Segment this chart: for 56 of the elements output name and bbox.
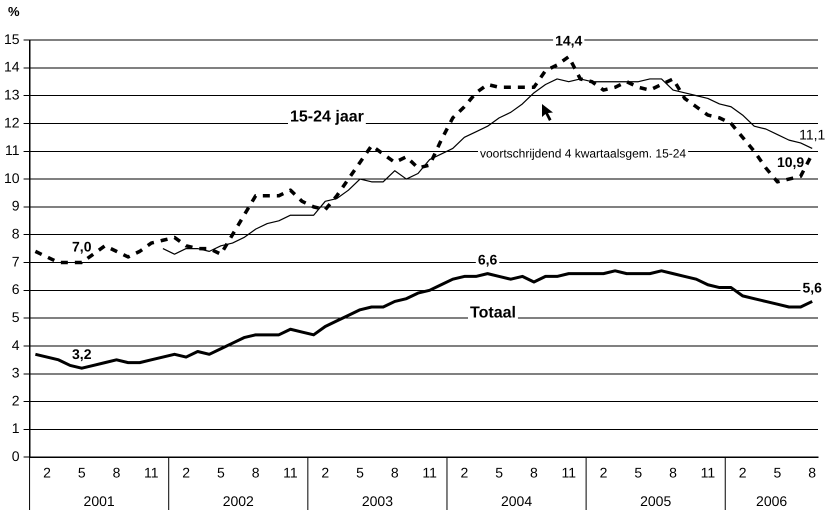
text: 2006 — [756, 493, 788, 510]
x-tick-label: 2 — [43, 464, 52, 480]
text: 2003 — [362, 493, 394, 510]
series-label: voortschrijdend 4 kwartaalsgem. 15-24 — [480, 146, 686, 160]
y-tick-label: 2 — [12, 392, 20, 408]
text: 2004 — [500, 493, 532, 510]
x-tick-label: 8 — [669, 464, 678, 480]
y-tick-label: 12 — [4, 114, 20, 130]
y-tick-label: 5 — [12, 308, 20, 325]
y-tick-label: 0 — [12, 448, 20, 464]
y-tick-label: 13 — [4, 86, 20, 102]
x-tick-label: 11 — [700, 464, 716, 480]
y-tick-label: 4 — [12, 336, 20, 353]
x-tick-label: 5 — [495, 464, 504, 480]
y-tick-label: 3 — [12, 364, 20, 381]
y-tick-label: 8 — [12, 226, 20, 242]
data-label: 10,9 — [776, 154, 804, 170]
x-tick-label: 5 — [216, 464, 225, 480]
y-tick-label: 7 — [12, 253, 20, 270]
data-label: 7,0 — [72, 238, 92, 254]
x-tick-label: 2 — [460, 464, 468, 480]
data-label: 14,4 — [555, 32, 583, 49]
data-label: 6,6 — [478, 251, 498, 268]
x-tick-label: 11 — [561, 464, 576, 480]
text: 2005 — [640, 493, 672, 510]
y-tick-label: 14 — [4, 58, 20, 75]
series-label: 15-24 jaar — [290, 108, 364, 126]
y-tick-label: 10 — [4, 170, 20, 186]
x-tick-label: 2 — [738, 464, 747, 480]
x-tick-label: 5 — [78, 464, 86, 480]
x-tick-label: 8 — [252, 464, 260, 480]
y-tick-label: 6 — [12, 281, 20, 298]
x-tick-label: 5 — [356, 464, 364, 480]
x-tick-label: 8 — [390, 464, 399, 480]
series-label: Totaal — [470, 304, 516, 322]
x-tick-label: 2 — [182, 464, 190, 480]
y-axis-title: % — [8, 4, 20, 20]
data-label: 5,6 — [802, 279, 822, 296]
x-tick-label: 11 — [144, 464, 159, 480]
x-tick-label: 5 — [774, 464, 782, 480]
y-tick-label: 1 — [12, 420, 20, 436]
y-tick-label: 11 — [5, 142, 20, 158]
x-tick-label: 2 — [321, 464, 330, 480]
x-tick-label: 11 — [422, 464, 438, 480]
x-tick-label: 8 — [112, 464, 121, 480]
x-tick-label: 8 — [808, 464, 816, 480]
data-label: 3,2 — [72, 346, 92, 362]
data-label: 11,1 — [799, 126, 826, 142]
x-tick-label: 11 — [283, 464, 298, 480]
text: 2002 — [222, 493, 254, 510]
x-tick-label: 2 — [600, 464, 608, 480]
y-tick-label: 15 — [4, 30, 20, 47]
text: 2001 — [84, 493, 115, 510]
x-tick-label: 8 — [530, 464, 538, 480]
x-tick-label: 5 — [634, 464, 642, 480]
y-tick-label: 9 — [12, 198, 20, 214]
